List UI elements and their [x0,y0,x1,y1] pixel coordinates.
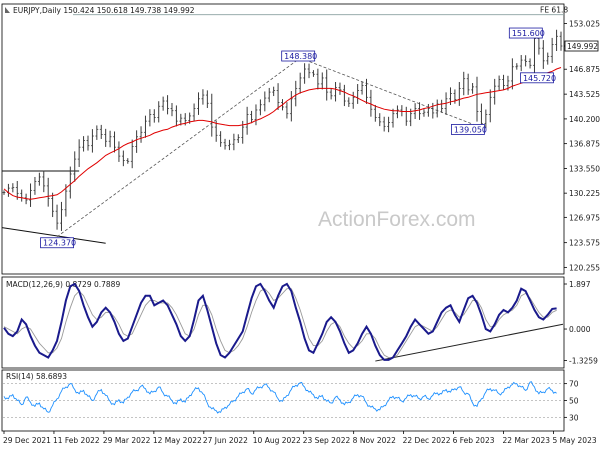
price-annotation-label: 148.380 [284,52,317,61]
macd-y-tick-label: -1.3259 [569,356,598,365]
channel-lower-line [1,227,106,244]
macd-panel-frame [1,276,565,369]
rsi-y-tick-label: 50 [569,397,579,406]
price-y-tick-label: 140.200 [569,115,600,124]
last-price-box [564,40,599,52]
macd-signal-line [3,288,557,358]
x-tick-label: 29 Mar 2022 [103,436,151,445]
price-annotation-box [281,50,316,62]
price-header-text: EURJPY,Daily 150.424 150.618 149.738 149… [13,6,195,15]
price-annotation-label: 151.600 [512,29,545,38]
dropdown-triangle-icon [5,7,10,13]
last-price-tag: 149.992 [564,40,599,52]
price-y-tick-label: 133.550 [569,164,600,173]
price-y-tick-label: 146.875 [569,65,600,74]
x-tick-label: 10 Aug 2022 [253,436,301,445]
x-axis: 29 Dec 2021 11 Feb 2022 29 Mar 2022 12 May … [3,431,597,445]
watermark: ActionForex.com [318,208,476,231]
fe-level-label: FE 61.8 [540,6,568,15]
price-y-tick-label: 126.975 [569,213,600,222]
x-tick-label: 5 May 2023 [552,436,596,445]
price-annotation-box [40,237,74,249]
price-panel-frame [1,3,565,275]
x-tick-label: 27 Jun 2022 [203,436,248,445]
fib-leg-1 [56,57,301,238]
rsi-title: RSI(14) 58.6893 [6,372,67,381]
price-annotation-label: 124.370 [43,239,76,248]
rsi-y-tick-label: 30 [569,413,579,422]
price-y-tick-label: 123.575 [569,239,600,248]
price-annotations: 124.370 148.380 139.050 145.720 151.600 [40,27,556,249]
x-tick-label: 29 Dec 2021 [3,436,51,445]
macd-line [3,282,557,361]
x-tick-label: 23 Sep 2022 [303,436,351,445]
price-y-tick-label: 153.025 [569,19,600,28]
macd-title: MACD(12,26,9) 0.8729 0.7889 [6,280,120,289]
last-price-label: 149.992 [567,42,598,51]
price-annotation-box [508,27,543,39]
rsi-line [3,381,557,414]
fe-level: FE 61.8 [73,6,568,16]
macd-trendline [375,323,564,362]
rsi-y-tick-label: 70 [569,380,579,389]
x-tick-label: 12 May 2022 [153,436,202,445]
macd-y-tick-label: 1.897 [569,280,591,289]
x-tick-label: 6 Feb 2023 [453,436,495,445]
x-tick-label: 8 Nov 2022 [353,436,396,445]
price-y-axis: 153.025 146.875 143.525 140.200 136.875 133.5… [564,19,600,272]
price-trendlines [1,57,482,244]
price-bars [2,28,563,231]
fib-leg-2 [300,57,482,128]
x-tick-label: 22 Dec 2022 [403,436,451,445]
price-annotation-box [520,72,554,84]
price-header: EURJPY,Daily 150.424 150.618 149.738 149… [5,6,195,15]
price-y-tick-label: 130.225 [569,189,600,198]
price-y-tick-label: 120.255 [569,263,600,272]
price-annotation-label: 139.050 [454,125,487,134]
x-tick-label: 11 Feb 2022 [53,436,100,445]
moving-average-line [3,67,562,200]
price-y-tick-label: 136.875 [569,140,600,149]
macd-y-tick-label: 0.000 [569,325,591,334]
price-annotation-label: 145.720 [523,74,556,83]
macd-y-axis: 1.897 0.000 -1.3259 [564,280,598,365]
price-y-tick-label: 143.525 [569,90,600,99]
x-tick-label: 22 Mar 2023 [503,436,551,445]
price-annotation-box [451,124,485,135]
